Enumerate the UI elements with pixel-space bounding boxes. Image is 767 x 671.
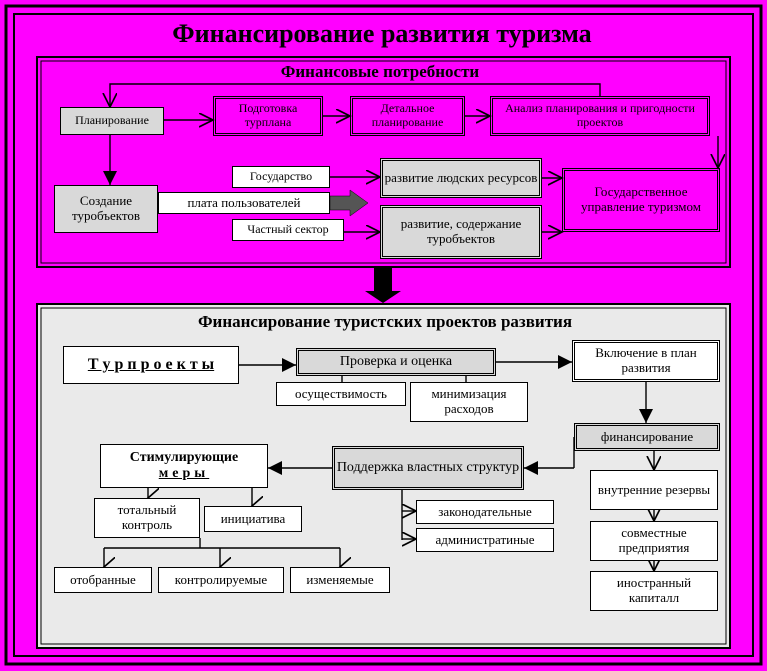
p1_analiz-label: Анализ планирования и пригодности проект… xyxy=(493,102,707,130)
p2_izm-label: изменяемые xyxy=(306,573,373,588)
p1_podg: Подготовка турплана xyxy=(213,96,323,136)
p2_min-label: минимизация расходов xyxy=(411,387,527,417)
p2_vkl: Включение в план развития xyxy=(572,340,720,382)
p2_kont-label: контролируемые xyxy=(175,573,267,588)
p2_tot: тотальный контроль xyxy=(94,498,200,538)
p2_sov: совместные предприятия xyxy=(590,521,718,561)
p2_adm: администратиные xyxy=(416,528,554,552)
p2_adm-label: администратиные xyxy=(435,533,534,548)
p2_podd-label: Поддержка властных структур xyxy=(337,460,519,476)
p2_ini-label: инициатива xyxy=(221,512,286,527)
p2_tur-label: Т у р п р о е к т ы xyxy=(88,356,214,374)
p2_otob: отобранные xyxy=(54,567,152,593)
p2_stim-label: Стимулирующиемеры xyxy=(130,450,238,482)
p2_prov: Проверка и оценка xyxy=(296,348,496,376)
main-title: Финансирование развития туризма xyxy=(32,17,732,51)
p1_det-label: Детальное планирование xyxy=(353,102,462,130)
p1_razs: развитие, содержание туробъектов xyxy=(380,205,542,259)
p1_podg-label: Подготовка турплана xyxy=(216,102,320,130)
p2_stim: Стимулирующиемеры xyxy=(100,444,268,488)
p1_priv: Частный сектор xyxy=(232,219,344,241)
p2_tot-label: тотальный контроль xyxy=(95,503,199,533)
p1_det: Детальное планирование xyxy=(350,96,465,136)
p1_razl-label: развитие людских ресурсов xyxy=(385,171,538,186)
p1_gos-label: Государство xyxy=(250,170,312,184)
p1_plan: Планирование xyxy=(60,107,164,135)
diagram-canvas: Финансирование развития туризма Финансовы… xyxy=(0,0,767,671)
p2_vkl-label: Включение в план развития xyxy=(575,346,717,376)
panel2-title: Финансирование туристских проектов разви… xyxy=(120,310,650,334)
p2_prov-label: Проверка и оценка xyxy=(340,354,452,370)
p2_izm: изменяемые xyxy=(290,567,390,593)
p1_upr-label: Государственное управление туризмом xyxy=(565,185,717,215)
p2_fin-label: финансирование xyxy=(601,430,693,445)
p1_analiz: Анализ планирования и пригодности проект… xyxy=(490,96,710,136)
panel1-title: Финансовые потребности xyxy=(200,60,560,84)
p2_zak: законодательные xyxy=(416,500,554,524)
p2_osush-label: осуществимость xyxy=(295,387,387,402)
p1_sozd: Создание туробъектов xyxy=(54,185,158,233)
p1_priv-label: Частный сектор xyxy=(247,223,328,237)
p2_vnut: внутренние резервы xyxy=(590,470,718,510)
p2_zak-label: законодательные xyxy=(438,505,532,520)
p2_osush: осуществимость xyxy=(276,382,406,406)
p2_sov-label: совместные предприятия xyxy=(591,526,717,556)
p2_podd: Поддержка властных структур xyxy=(332,446,524,490)
p2_min: минимизация расходов xyxy=(410,382,528,422)
p2_tur: Т у р п р о е к т ы xyxy=(63,346,239,384)
p2_fin: финансирование xyxy=(574,423,720,451)
p2_ino-label: иностранный капиталл xyxy=(591,576,717,606)
p1_plan-label: Планирование xyxy=(75,114,149,128)
p2_otob-label: отобранные xyxy=(70,573,136,588)
p1_razl: развитие людских ресурсов xyxy=(380,158,542,198)
p2_kont: контролируемые xyxy=(158,567,284,593)
p1_plata: плата пользователей xyxy=(158,192,330,214)
p1_razs-label: развитие, содержание туробъектов xyxy=(383,217,539,247)
p2_ino: иностранный капиталл xyxy=(590,571,718,611)
p1_gos: Государство xyxy=(232,166,330,188)
p2_vnut-label: внутренние резервы xyxy=(598,483,710,498)
p1_sozd-label: Создание туробъектов xyxy=(55,194,157,224)
p2_ini: инициатива xyxy=(204,506,302,532)
p1_upr: Государственное управление туризмом xyxy=(562,168,720,232)
p1_plata-label: плата пользователей xyxy=(187,196,300,211)
